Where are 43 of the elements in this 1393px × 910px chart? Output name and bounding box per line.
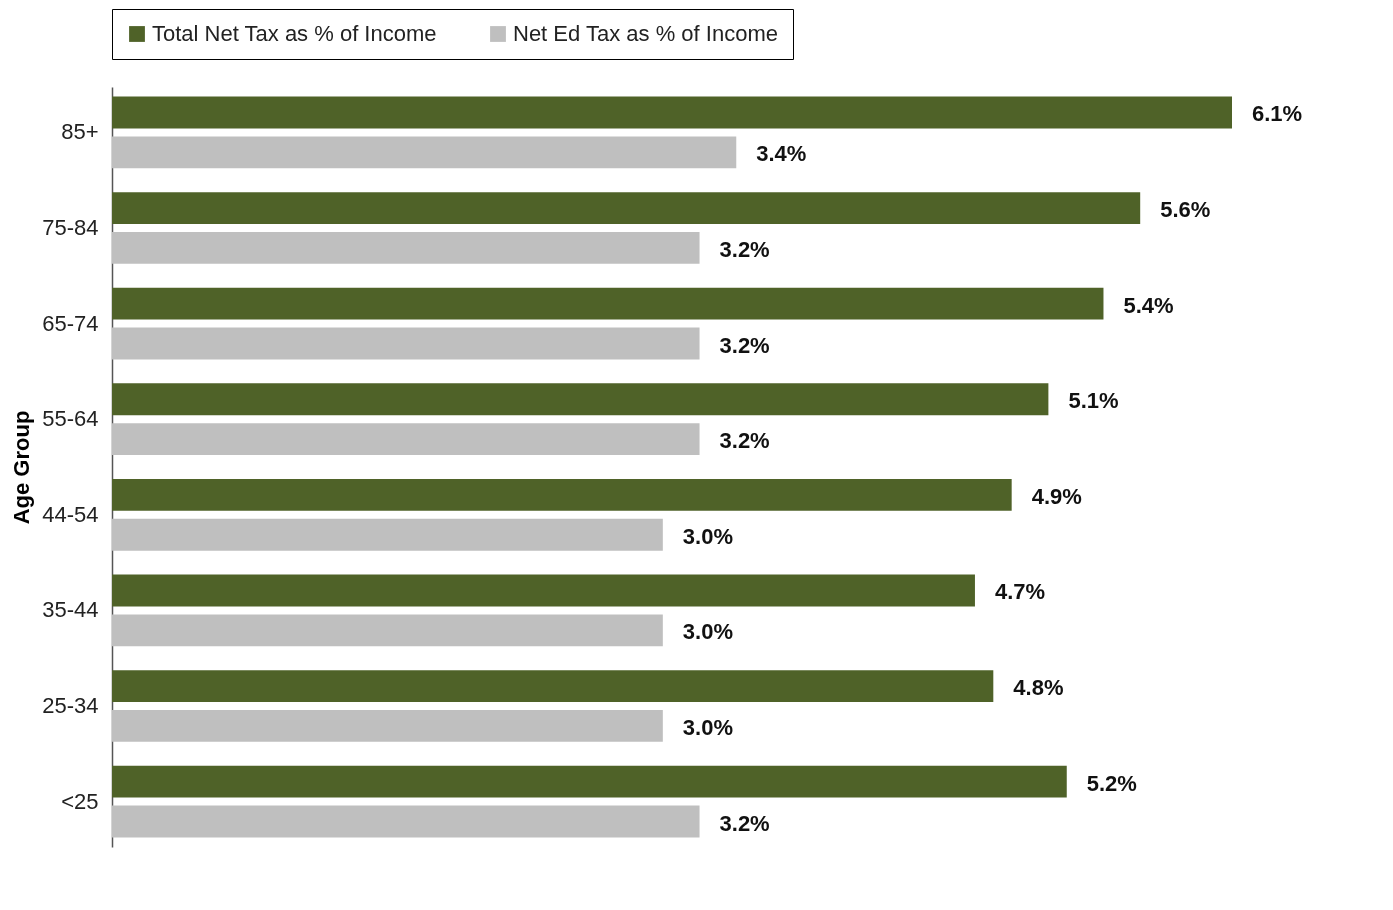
- bar: [112, 96, 1232, 129]
- data-label: 3.2%: [719, 236, 770, 262]
- y-tick-label: <25: [61, 788, 99, 814]
- bar: [112, 614, 663, 647]
- data-label: 4.8%: [1013, 675, 1064, 701]
- y-tick-label: 25-34: [42, 692, 99, 718]
- y-tick-label: 35-44: [42, 597, 99, 623]
- data-label: 3.0%: [682, 523, 733, 549]
- data-label: 4.9%: [1031, 483, 1082, 509]
- bar: [112, 670, 994, 703]
- data-label: 3.2%: [719, 428, 770, 454]
- legend-label: Net Ed Tax as % of Income: [513, 21, 778, 46]
- bar: [112, 423, 700, 456]
- data-label: 3.2%: [719, 332, 770, 358]
- y-tick-label: 44-54: [42, 501, 99, 527]
- legend-label: Total Net Tax as % of Income: [152, 21, 437, 46]
- bar: [112, 574, 975, 607]
- data-label: 5.1%: [1068, 388, 1119, 414]
- bar: [112, 383, 1049, 416]
- bar: [112, 231, 700, 264]
- data-label: 5.6%: [1160, 197, 1211, 223]
- data-label: 3.4%: [756, 141, 807, 167]
- data-label: 3.0%: [682, 619, 733, 645]
- bar: [112, 192, 1141, 225]
- y-tick-label: 85+: [61, 119, 99, 145]
- bar: [112, 136, 737, 169]
- bar: [112, 518, 663, 551]
- data-label: 3.0%: [682, 714, 733, 740]
- bar: [112, 709, 663, 742]
- data-label: 3.2%: [719, 810, 770, 836]
- bar: [112, 287, 1104, 320]
- y-tick-label: 55-64: [42, 406, 99, 432]
- bar: [112, 765, 1067, 798]
- bar: [112, 478, 1012, 511]
- data-label: 5.2%: [1086, 770, 1137, 796]
- bar: [112, 327, 700, 360]
- bar: [112, 805, 700, 838]
- y-tick-label: 65-74: [42, 310, 99, 336]
- y-tick-label: 75-84: [42, 215, 99, 241]
- y-axis-title: Age Group: [9, 410, 35, 525]
- data-label: 4.7%: [994, 579, 1046, 605]
- data-label: 5.4%: [1123, 292, 1174, 318]
- data-label: 6.1%: [1252, 101, 1303, 127]
